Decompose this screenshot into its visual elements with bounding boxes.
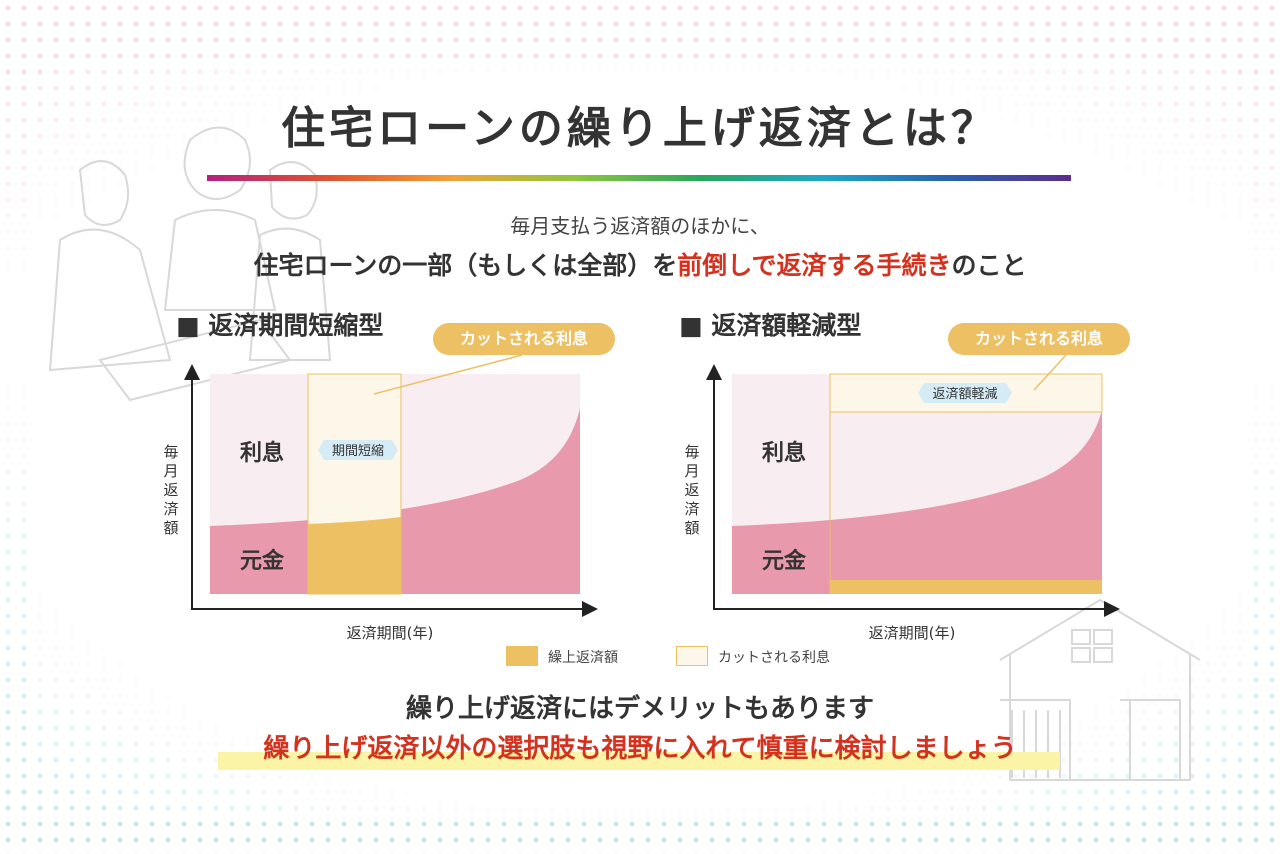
y-label-char: 月	[163, 462, 178, 480]
legend-swatch-cut-interest	[676, 646, 708, 666]
bottom-highlight-marker	[218, 752, 1060, 770]
y-label-char: 返	[684, 481, 699, 499]
subtitle-part1: 住宅ローンの一部（もしくは全部）を	[253, 251, 678, 280]
chart1-heading: ■ 返済期間短縮型	[176, 311, 384, 340]
legend-label-prepayment: 繰上返済額	[548, 650, 618, 666]
chart1-prepayment-area	[308, 517, 401, 594]
chart1-label-principal: 元金	[240, 548, 285, 574]
chart2-tag-bg	[918, 383, 1012, 403]
y-label-char: 済	[163, 500, 178, 518]
chart2-label-principal: 元金	[762, 548, 807, 574]
chart1-principal-area	[210, 408, 580, 594]
chart2	[706, 354, 1120, 617]
y-label-char: 返	[163, 481, 178, 499]
legend-swatch-prepayment	[506, 646, 538, 666]
chart2-prepayment-area	[830, 580, 1102, 594]
legend-label-cut-interest: カットされる利息	[718, 650, 830, 666]
bottom-message-1: 繰り上げ返済にはデメリットもあります	[405, 694, 874, 724]
chart1-tag: 期間短縮	[332, 443, 384, 459]
subtitle-line2: 住宅ローンの一部（もしくは全部）を前倒しで返済する手続きのこと	[0, 246, 1280, 282]
y-label-char: 額	[684, 519, 699, 537]
chart2-x-label: 返済期間(年)	[869, 624, 956, 642]
chart1-x-label: 返済期間(年)	[347, 624, 434, 642]
chart2-principal-area	[732, 410, 1102, 594]
subtitle-highlight: 前倒しで返済する手続き	[677, 251, 952, 280]
chart2-heading: ■ 返済額軽減型	[679, 311, 862, 340]
chart1-tag-bg	[318, 440, 398, 460]
page-title: 住宅ローンの繰り上げ返済とは？	[281, 103, 999, 154]
subtitle-part2: のこと	[951, 251, 1027, 280]
subtitle-line1: 毎月支払う返済額のほかに、	[510, 214, 770, 238]
chart1-cut-interest-pill: カットされる利息	[433, 323, 615, 355]
chart2-cut-interest-pill: カットされる利息	[948, 323, 1130, 355]
y-label-char: 済	[684, 500, 699, 518]
house-illustration	[999, 598, 1201, 781]
chart2-tag: 返済額軽減	[932, 386, 997, 402]
chart1-label-interest: 利息	[240, 440, 284, 466]
people-illustration	[48, 126, 332, 402]
chart1	[184, 354, 598, 617]
chart2-pointer-line	[1033, 354, 1067, 391]
y-label-char: 毎	[684, 443, 699, 461]
y-label-char: 額	[163, 519, 178, 537]
rainbow-divider	[207, 175, 1071, 181]
y-label-char: 月	[684, 462, 699, 480]
y-label-char: 毎	[163, 443, 178, 461]
chart2-label-interest: 利息	[762, 440, 806, 466]
chart1-pointer-line	[373, 354, 523, 395]
bottom-message-2: 繰り上げ返済以外の選択肢も視野に入れて慎重に検討しましょう	[263, 734, 1017, 764]
